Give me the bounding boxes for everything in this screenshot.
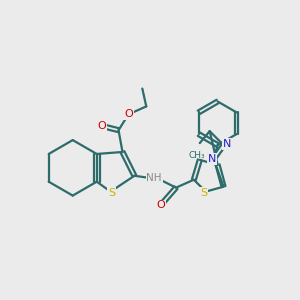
Text: CH₃: CH₃ bbox=[188, 151, 205, 160]
Text: O: O bbox=[124, 109, 133, 119]
Text: O: O bbox=[97, 121, 106, 131]
Text: S: S bbox=[200, 188, 207, 198]
Text: NH: NH bbox=[146, 173, 162, 183]
Text: N: N bbox=[208, 154, 216, 164]
Text: N: N bbox=[223, 139, 232, 149]
Text: S: S bbox=[108, 188, 115, 198]
Text: O: O bbox=[157, 200, 166, 211]
